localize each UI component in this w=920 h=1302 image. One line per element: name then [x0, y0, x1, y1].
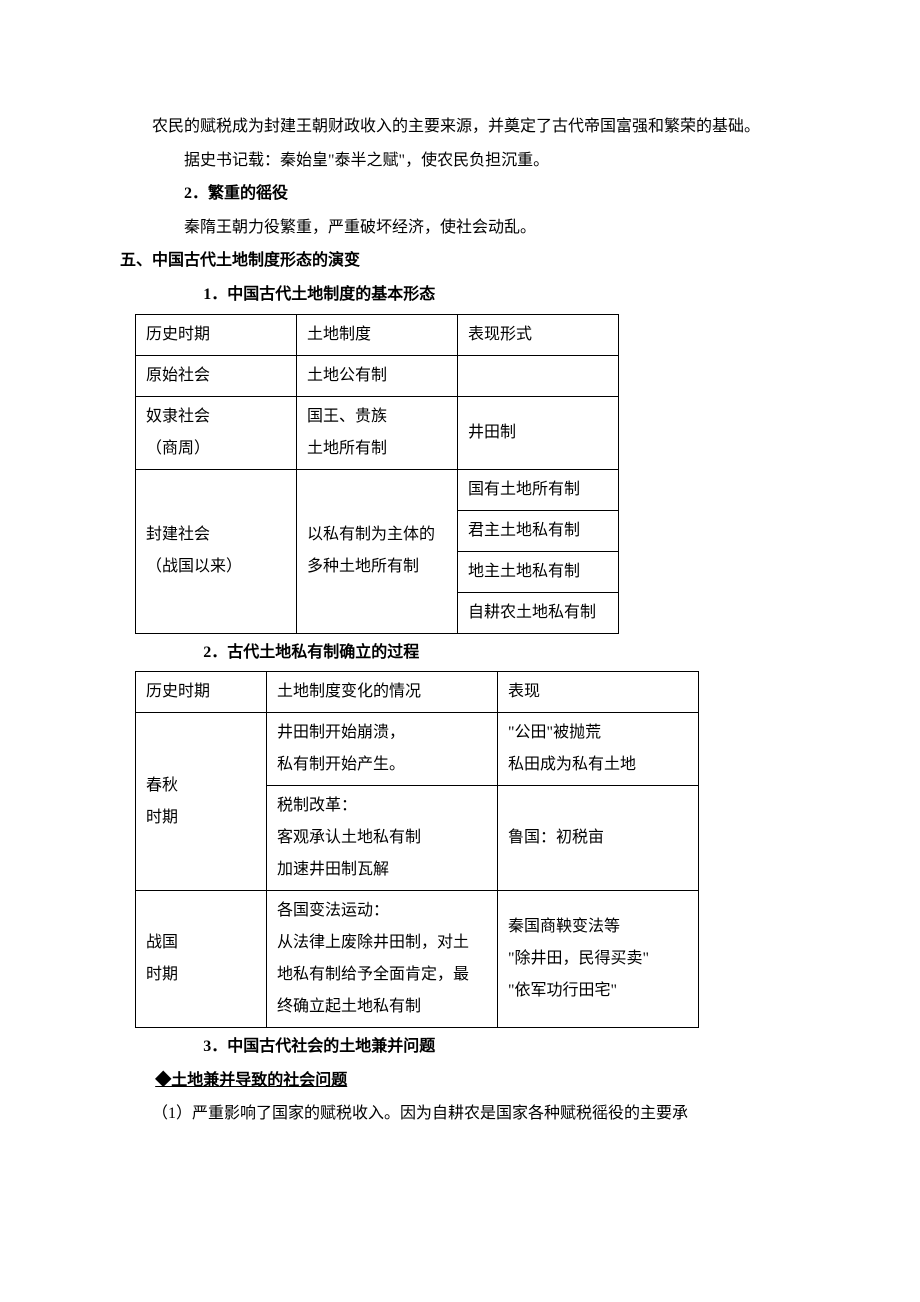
document-page: 农民的赋税成为封建王朝财政收入的主要来源，并奠定了古代帝国富强和繁荣的基础。 据… — [0, 0, 920, 1302]
cell-period-warring: 战国 时期 — [136, 891, 267, 1028]
text-line: 客观承认土地私有制 — [277, 829, 421, 846]
text-line: 多种土地所有制 — [307, 558, 419, 575]
text-line: 国王、贵族 — [307, 408, 387, 425]
heading-sub-1: 1．中国古代土地制度的基本形态 — [120, 278, 800, 312]
text-line: 税制改革： — [277, 797, 357, 814]
cell-form-feudal-3: 地主土地私有制 — [458, 551, 619, 592]
cell-header-period: 历史时期 — [136, 314, 297, 355]
heading-land-merger-problems: ◆土地兼并导致的社会问题 — [120, 1064, 800, 1098]
table-private-ownership-process: 历史时期 土地制度变化的情况 表现 春秋 时期 井田制开始崩溃， 私有制开始产生… — [135, 671, 699, 1028]
paragraph-tax-impact: （1）严重影响了国家的赋税收入。因为自耕农是国家各种赋税徭役的主要承 — [120, 1097, 800, 1131]
cell-header-period: 历史时期 — [136, 672, 267, 713]
text-line: 井田制开始崩溃， — [277, 724, 405, 741]
table-row: 奴隶社会 （商周） 国王、贵族 土地所有制 井田制 — [136, 396, 619, 469]
text-line: 终确立起土地私有制 — [277, 998, 421, 1015]
text-line: 私田成为私有土地 — [508, 756, 636, 773]
text-line: 加速井田制瓦解 — [277, 861, 389, 878]
table-row: 春秋 时期 井田制开始崩溃， 私有制开始产生。 "公田"被抛荒 私田成为私有土地 — [136, 713, 699, 786]
cell-system-slave: 国王、贵族 土地所有制 — [297, 396, 458, 469]
text-line: 秦国商鞅变法等 — [508, 918, 620, 935]
text-line: （商周） — [146, 440, 210, 457]
text-line: （战国以来） — [146, 558, 242, 575]
cell-change-spring-1: 井田制开始崩溃， 私有制开始产生。 — [267, 713, 498, 786]
text-line: 时期 — [146, 966, 178, 983]
paragraph-tax-basis: 农民的赋税成为封建王朝财政收入的主要来源，并奠定了古代帝国富强和繁荣的基础。 — [120, 110, 800, 144]
heading-sub-2: 2．古代土地私有制确立的过程 — [120, 636, 800, 670]
table-row: 历史时期 土地制度变化的情况 表现 — [136, 672, 699, 713]
text-line: "除井田，民得买卖" — [508, 950, 649, 967]
cell-period-slave: 奴隶社会 （商周） — [136, 396, 297, 469]
cell-expr-warring: 秦国商鞅变法等 "除井田，民得买卖" "依军功行田宅" — [498, 891, 699, 1028]
text-line: "公田"被抛荒 — [508, 724, 601, 741]
text-line: "依军功行田宅" — [508, 982, 617, 999]
heading-sub-3: 3．中国古代社会的土地兼并问题 — [120, 1030, 800, 1064]
text-line: 战国 — [146, 934, 178, 951]
cell-system-primitive: 土地公有制 — [297, 355, 458, 396]
table-row: 历史时期 土地制度 表现形式 — [136, 314, 619, 355]
table-row: 战国 时期 各国变法运动： 从法律上废除井田制，对土 地私有制给予全面肯定，最 … — [136, 891, 699, 1028]
text-line: 奴隶社会 — [146, 408, 210, 425]
cell-period-primitive: 原始社会 — [136, 355, 297, 396]
cell-expr-spring-2: 鲁国：初税亩 — [498, 786, 699, 891]
cell-header-expr: 表现 — [498, 672, 699, 713]
cell-period-feudal: 封建社会 （战国以来） — [136, 469, 297, 633]
table-land-system-forms: 历史时期 土地制度 表现形式 原始社会 土地公有制 奴隶社会 （商周） 国王、贵… — [135, 314, 619, 634]
heading-section-5: 五、中国古代土地制度形态的演变 — [120, 244, 800, 278]
cell-header-change: 土地制度变化的情况 — [267, 672, 498, 713]
cell-form-slave: 井田制 — [458, 396, 619, 469]
text-line: 时期 — [146, 809, 178, 826]
table-row: 封建社会 （战国以来） 以私有制为主体的 多种土地所有制 国有土地所有制 — [136, 469, 619, 510]
cell-form-feudal-2: 君主土地私有制 — [458, 510, 619, 551]
text-line: 从法律上废除井田制，对土 — [277, 934, 469, 951]
cell-period-spring: 春秋 时期 — [136, 713, 267, 891]
cell-change-warring: 各国变法运动： 从法律上废除井田制，对土 地私有制给予全面肯定，最 终确立起土地… — [267, 891, 498, 1028]
text-line: 土地所有制 — [307, 440, 387, 457]
cell-form-feudal-1: 国有土地所有制 — [458, 469, 619, 510]
paragraph-qin-sui: 秦隋王朝力役繁重，严重破坏经济，使社会动乱。 — [120, 211, 800, 245]
heading-heavy-corvee: 2．繁重的徭役 — [120, 177, 800, 211]
cell-system-feudal: 以私有制为主体的 多种土地所有制 — [297, 469, 458, 633]
cell-expr-spring-1: "公田"被抛荒 私田成为私有土地 — [498, 713, 699, 786]
text-line: 私有制开始产生。 — [277, 756, 405, 773]
text-line: 地私有制给予全面肯定，最 — [277, 966, 469, 983]
text-line: 封建社会 — [146, 526, 210, 543]
text-line: 春秋 — [146, 777, 178, 794]
cell-change-spring-2: 税制改革： 客观承认土地私有制 加速井田制瓦解 — [267, 786, 498, 891]
text-line: 各国变法运动： — [277, 902, 389, 919]
text-line: 以私有制为主体的 — [307, 526, 435, 543]
cell-header-form: 表现形式 — [458, 314, 619, 355]
cell-form-primitive — [458, 355, 619, 396]
paragraph-qin-record: 据史书记载：秦始皇"泰半之赋"，使农民负担沉重。 — [120, 144, 800, 178]
table-row: 原始社会 土地公有制 — [136, 355, 619, 396]
cell-header-system: 土地制度 — [297, 314, 458, 355]
cell-form-feudal-4: 自耕农土地私有制 — [458, 592, 619, 633]
